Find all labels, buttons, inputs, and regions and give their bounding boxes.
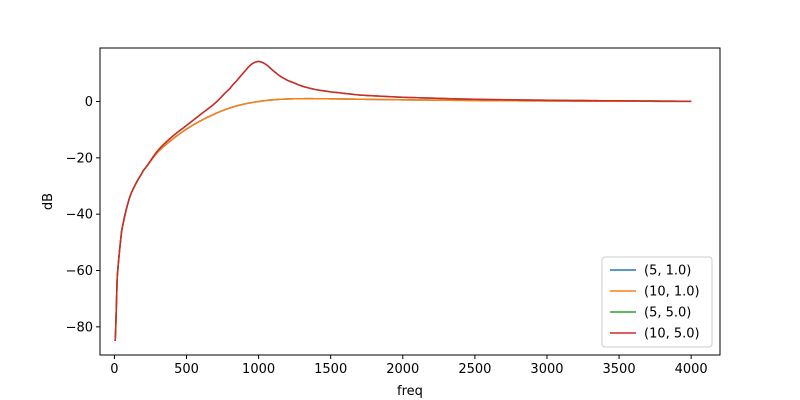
legend-entry-label: (10, 5.0) — [644, 327, 700, 342]
series-line-4 — [114, 60, 692, 341]
legend: (5, 1.0) (10, 1.0) (5, 5.0) (10, 5.0) — [601, 256, 713, 348]
legend-entry-label: (5, 5.0) — [644, 306, 691, 321]
series-lines — [114, 60, 692, 341]
y-tick-label: −80 — [66, 320, 93, 335]
x-tick-label: 1500 — [314, 362, 347, 377]
x-tick-label: 4000 — [675, 362, 708, 377]
y-tick-label: −60 — [66, 264, 93, 279]
x-axis-label: freq — [397, 384, 423, 399]
x-tick-label: 500 — [174, 362, 199, 377]
y-axis-ticks: −80 −60 −40 −20 0 — [66, 95, 100, 335]
x-tick-label: 1000 — [242, 362, 275, 377]
y-tick-label: 0 — [85, 95, 93, 110]
y-tick-label: −20 — [66, 151, 93, 166]
x-tick-label: 3000 — [530, 362, 563, 377]
y-axis-label: dB — [41, 193, 56, 210]
x-tick-label: 0 — [110, 362, 118, 377]
legend-entry-label: (5, 1.0) — [644, 264, 691, 279]
plot-area-frame — [99, 47, 721, 356]
x-tick-label: 2500 — [458, 362, 491, 377]
legend-box — [601, 256, 713, 348]
x-tick-label: 3500 — [603, 362, 636, 377]
x-tick-label: 2000 — [386, 362, 419, 377]
x-axis-ticks: 0 500 1000 1500 2000 2500 3000 3500 4000 — [110, 355, 708, 377]
legend-entry-label: (10, 1.0) — [644, 285, 700, 300]
y-tick-label: −40 — [66, 208, 93, 223]
